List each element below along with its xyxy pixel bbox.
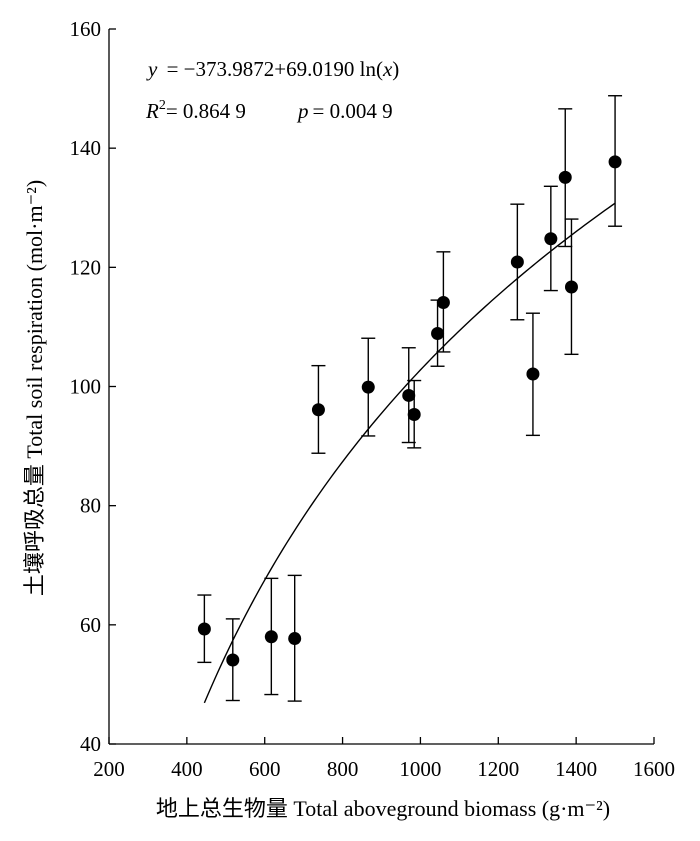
x-ticks: 200 400 600 800 1000 1200 1400 1600 [93,737,675,781]
y-tick-label: 80 [80,494,101,518]
x-tick-label: 600 [249,757,281,781]
r-sup: 2 [159,98,166,113]
x-tick-label: 800 [327,757,359,781]
data-point [558,170,572,184]
eq-x-var: x [382,57,393,81]
x-axis-title: 地上总生物量 Total aboveground biomass (g·m⁻²) [156,796,610,821]
x-tick-label: 1000 [399,757,441,781]
y-tick-label: 140 [70,136,102,160]
data-point [608,155,622,169]
x-tick-label: 1400 [555,757,597,781]
y-ticks: 40 60 80 100 120 140 160 [70,17,116,756]
fit-curve [203,202,616,704]
eq-close: ) [392,57,399,81]
x-tick-label: 200 [93,757,125,781]
p-var: p [296,99,309,123]
data-point [544,232,558,246]
y-tick-label: 100 [70,375,102,399]
data-point [526,367,540,381]
fit-equation: y = −373.9872+69.0190 ln(x) [146,57,399,81]
data-point [361,380,375,394]
r-squared: R2= 0.864 9 [145,98,246,123]
data-point [226,653,240,667]
data-points [197,155,622,667]
y-tick-label: 160 [70,17,102,41]
data-point [311,403,325,417]
data-point [264,630,278,644]
data-point [431,326,445,340]
data-point [402,388,416,402]
data-point [510,255,524,269]
x-tick-label: 1600 [633,757,675,781]
eq-rhs: = −373.9872+69.0190 ln( [167,57,383,81]
r-var: R [145,99,159,123]
y-tick-label: 60 [80,613,101,637]
data-point [407,408,421,422]
y-tick-label: 40 [80,732,101,756]
data-point [436,295,450,309]
p-val: = 0.004 9 [313,99,393,123]
x-tick-label: 1200 [477,757,519,781]
p-value: p = 0.004 9 [296,99,393,123]
r-val: = 0.864 9 [166,99,246,123]
data-point [197,622,211,636]
x-tick-label: 400 [171,757,203,781]
y-tick-label: 120 [70,255,102,279]
data-point [288,632,302,646]
data-point [564,280,578,294]
eq-y-var: y [146,57,158,81]
y-axis-title: 土壤呼吸总量 Total soil respiration (mol·m⁻²) [22,180,47,596]
